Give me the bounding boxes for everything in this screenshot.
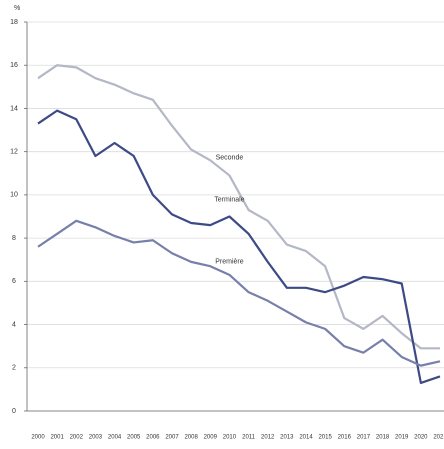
x-tick-label: 2007 bbox=[165, 435, 179, 441]
x-tick-label: 2020 bbox=[414, 435, 428, 441]
x-tick-label: 2005 bbox=[127, 435, 141, 441]
x-tick-label: 2013 bbox=[280, 435, 294, 441]
y-tick-label: 18 bbox=[10, 19, 18, 26]
y-axis-label: % bbox=[14, 5, 20, 12]
x-tick-label: 2000 bbox=[31, 435, 45, 441]
x-tick-label: 2015 bbox=[318, 435, 332, 441]
x-tick-label: 2016 bbox=[338, 435, 352, 441]
y-tick-label: 16 bbox=[10, 62, 18, 69]
y-tick-label: 4 bbox=[12, 321, 16, 328]
x-tick-label: 2008 bbox=[184, 435, 198, 441]
x-tick-label: 2002 bbox=[70, 435, 84, 441]
line-series bbox=[37, 219, 441, 367]
y-tick-label: 0 bbox=[12, 408, 16, 415]
x-tick-label: 2001 bbox=[50, 435, 64, 441]
y-tick-label: 8 bbox=[12, 235, 16, 242]
x-tick-label: 2017 bbox=[357, 435, 371, 441]
y-tick-label: 6 bbox=[12, 278, 16, 285]
y-tick-label: 12 bbox=[10, 149, 18, 156]
x-tick-label: 2014 bbox=[299, 435, 313, 441]
x-tick-label: 2011 bbox=[242, 435, 256, 441]
y-tick-label: 14 bbox=[10, 105, 18, 112]
series-label: Terminale bbox=[214, 196, 244, 203]
x-tick-label: 2003 bbox=[89, 435, 103, 441]
y-tick-label: 2 bbox=[12, 365, 16, 372]
series-label: Seconde bbox=[216, 154, 244, 161]
y-tick-label: 10 bbox=[10, 192, 18, 199]
line-series bbox=[37, 109, 441, 385]
x-tick-label: 2021 bbox=[433, 435, 444, 441]
x-tick-label: 2019 bbox=[395, 435, 409, 441]
x-tick-label: 2012 bbox=[261, 435, 275, 441]
x-tick-label: 2010 bbox=[223, 435, 237, 441]
x-tick-label: 2004 bbox=[108, 435, 122, 441]
x-tick-label: 2018 bbox=[376, 435, 390, 441]
line-series bbox=[37, 64, 440, 350]
x-tick-label: 2009 bbox=[204, 435, 218, 441]
x-tick-label: 2006 bbox=[146, 435, 160, 441]
series-label: Première bbox=[215, 259, 244, 266]
